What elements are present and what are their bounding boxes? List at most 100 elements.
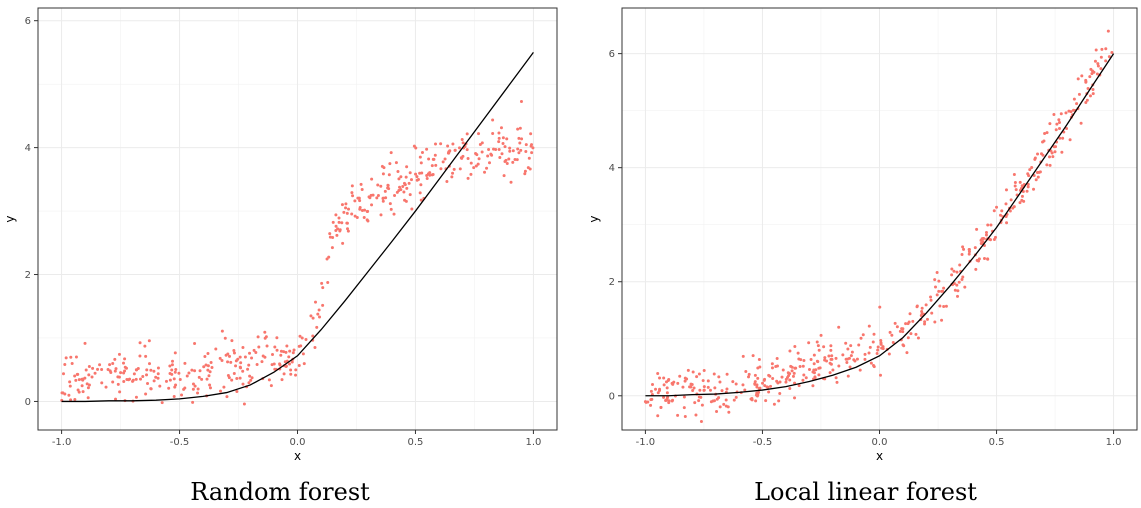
data-point — [518, 141, 522, 145]
data-point — [208, 370, 212, 374]
data-point — [280, 378, 284, 382]
data-point — [817, 373, 821, 377]
data-point — [297, 364, 301, 368]
data-point — [523, 169, 527, 173]
data-point — [1085, 98, 1089, 102]
data-point — [1032, 187, 1036, 191]
data-point — [793, 345, 797, 349]
data-point — [407, 181, 411, 185]
data-point — [656, 391, 660, 395]
data-point — [289, 368, 293, 372]
data-point — [376, 194, 380, 198]
data-point — [232, 371, 236, 375]
data-point — [788, 349, 792, 353]
data-point — [220, 329, 224, 333]
data-point — [1077, 92, 1081, 96]
data-point — [940, 318, 944, 322]
data-point — [683, 415, 687, 419]
data-point — [706, 385, 710, 389]
data-point — [693, 401, 697, 405]
data-point — [1043, 132, 1047, 136]
data-point — [867, 351, 871, 355]
data-point — [409, 178, 413, 182]
data-point — [1054, 128, 1058, 132]
data-point — [222, 385, 226, 389]
data-point — [83, 341, 87, 345]
data-point — [1026, 182, 1030, 186]
data-point — [503, 145, 507, 149]
data-point — [347, 207, 351, 211]
data-point — [398, 185, 402, 189]
data-point — [878, 373, 882, 377]
data-point — [929, 295, 933, 299]
data-point — [111, 380, 115, 384]
data-point — [844, 341, 848, 345]
data-point — [981, 237, 985, 241]
data-point — [260, 360, 264, 364]
data-point — [960, 278, 964, 282]
data-point — [976, 259, 980, 263]
data-point — [1052, 113, 1056, 117]
data-point — [816, 344, 820, 348]
data-point — [247, 363, 251, 367]
data-point — [497, 140, 501, 144]
data-point — [914, 332, 918, 336]
data-point — [196, 391, 200, 395]
data-point — [974, 267, 978, 271]
data-point — [334, 213, 338, 217]
data-point — [887, 352, 891, 356]
data-point — [331, 220, 335, 224]
data-point — [1013, 184, 1017, 188]
data-point — [418, 191, 422, 195]
major-gridlines — [622, 8, 1137, 430]
data-point — [911, 319, 915, 323]
data-point — [1022, 199, 1026, 203]
scatter-plot-local-linear-forest: -1.0 -0.5 0.0 0.5 1.0 0 2 4 6 x y — [590, 7, 1138, 463]
data-point — [767, 390, 771, 394]
data-point — [1013, 181, 1017, 185]
data-point — [326, 281, 330, 285]
data-point — [771, 376, 775, 380]
data-point — [477, 157, 481, 161]
data-point — [923, 322, 927, 326]
x-tick-label: -1.0 — [52, 437, 72, 448]
data-point — [802, 373, 806, 377]
data-point — [516, 127, 520, 131]
data-point — [76, 388, 80, 392]
data-point — [713, 386, 717, 390]
data-point — [940, 289, 944, 293]
data-point — [238, 376, 242, 380]
data-point — [453, 148, 457, 152]
data-point — [915, 305, 919, 309]
data-point — [113, 357, 117, 361]
data-point — [508, 149, 512, 153]
data-point — [63, 363, 67, 367]
data-point — [393, 194, 397, 198]
data-point — [321, 286, 325, 290]
data-point — [672, 380, 676, 384]
data-point — [119, 371, 123, 375]
data-point — [146, 381, 150, 385]
data-point — [315, 325, 319, 329]
data-point — [263, 336, 267, 340]
data-point — [725, 387, 729, 391]
data-point — [1027, 174, 1031, 178]
data-point — [793, 396, 797, 400]
data-point — [193, 369, 197, 373]
data-point — [706, 379, 710, 383]
data-point — [767, 373, 771, 377]
data-point — [282, 372, 286, 376]
data-point — [1030, 166, 1034, 169]
data-point — [502, 174, 506, 178]
data-point — [203, 355, 207, 359]
data-point — [74, 355, 78, 359]
data-point — [497, 131, 501, 135]
data-point — [665, 391, 669, 395]
data-point — [170, 372, 174, 376]
data-point — [724, 398, 728, 402]
data-point — [1095, 72, 1099, 76]
data-point — [935, 270, 939, 274]
data-point — [358, 199, 362, 203]
data-point — [962, 247, 966, 251]
data-point — [1048, 155, 1052, 159]
